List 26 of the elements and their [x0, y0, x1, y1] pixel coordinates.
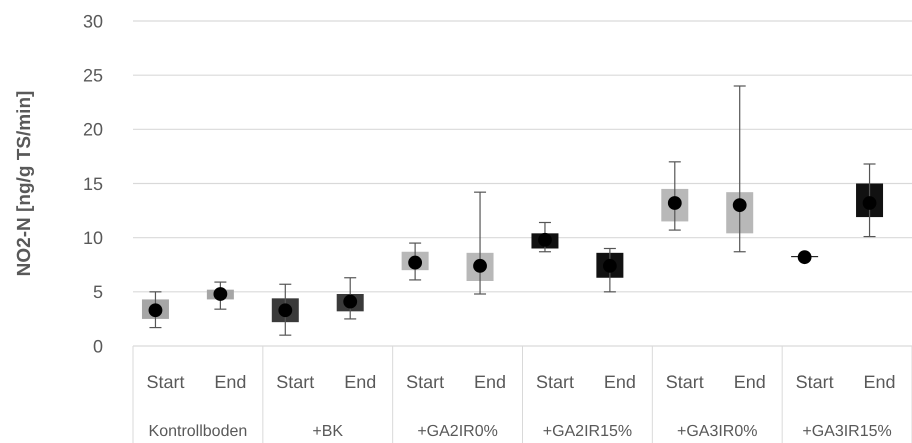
x-tick-label: End	[474, 372, 506, 392]
text: +GA3IR15%	[802, 423, 892, 440]
x-tick-label: End	[734, 372, 766, 392]
x-tick-label: End	[214, 372, 246, 392]
text: +GA3IR0%	[677, 423, 758, 440]
x-tick-label: End	[344, 372, 376, 392]
text: +GA2IR15%	[542, 423, 632, 440]
y-tick-label: 15	[82, 174, 103, 194]
x-tick-label: End	[864, 372, 896, 392]
x-tick-label: Start	[796, 372, 834, 392]
x-tick-label: Start	[146, 372, 184, 392]
y-tick-label: 5	[92, 282, 103, 302]
text: +GA2IR0%	[417, 423, 498, 440]
x-tick-label: Start	[406, 372, 444, 392]
text: Kontrollboden	[148, 423, 248, 440]
y-tick-label: 0	[92, 336, 103, 356]
x-tick-label: End	[604, 372, 636, 392]
text: +BK	[312, 423, 344, 440]
x-tick-label: Start	[536, 372, 574, 392]
x-tick-label: Start	[666, 372, 704, 392]
y-axis-title: NO2-N [ng/g TS/min]	[14, 90, 35, 276]
y-tick-label: 20	[82, 120, 103, 140]
y-tick-label: 25	[82, 65, 103, 86]
y-tick-label: 30	[82, 11, 103, 32]
x-tick-label: Start	[276, 372, 314, 392]
y-tick-label: 10	[82, 228, 103, 248]
